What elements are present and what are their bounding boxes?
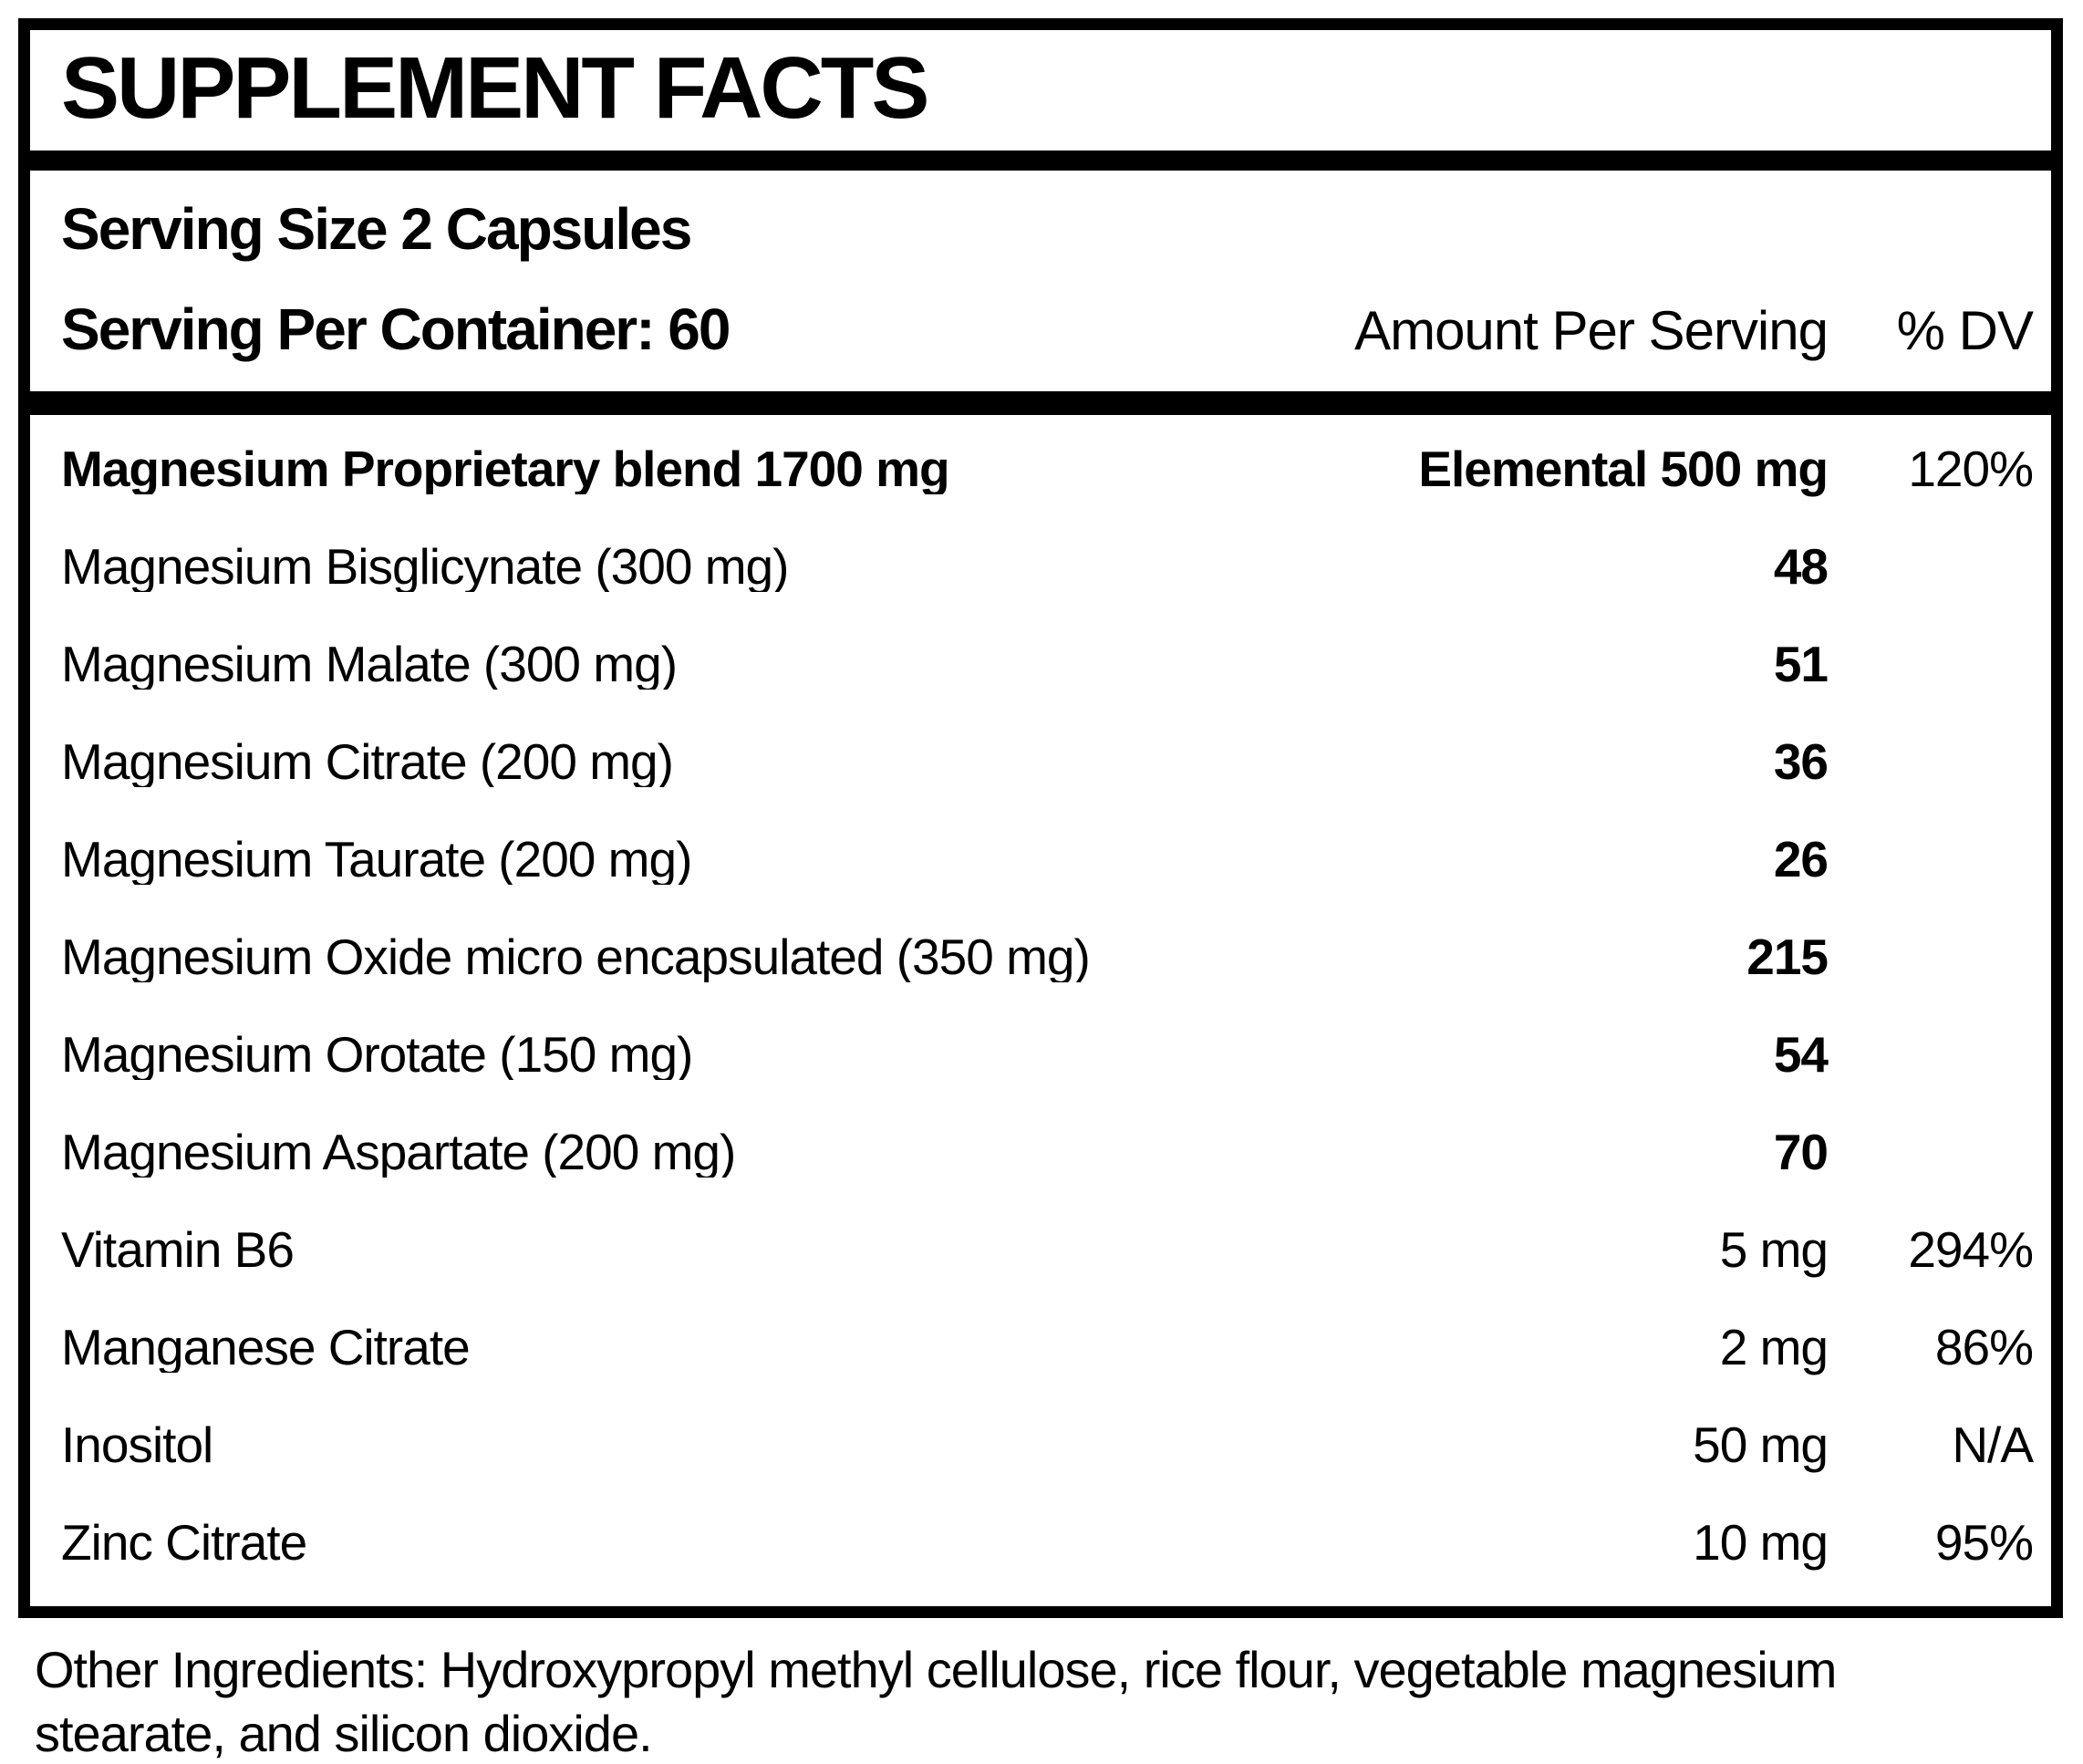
ingredients-table: Magnesium Proprietary blend 1700 mg Elem… [30,415,2051,1606]
table-row: Magnesium Orotate (150 mg) 54 [30,1006,2051,1104]
ingredient-name: Magnesium Malate (300 mg) [61,639,678,690]
table-row: Manganese Citrate 2 mg 86% [30,1299,2051,1396]
table-row: Magnesium Citrate (200 mg) 36 [30,713,2051,811]
ingredient-name: Manganese Citrate [61,1323,471,1373]
ingredient-amount: 215 [1746,929,1829,985]
ingredient-name: Magnesium Bisglicynate (300 mg) [61,542,789,592]
supplement-facts-panel: SUPPLEMENT FACTS Serving Size 2 Capsules… [18,18,2063,1618]
table-row: Magnesium Proprietary blend 1700 mg Elem… [30,420,2051,518]
ingredient-name: Inositol [61,1420,213,1470]
table-row: Magnesium Oxide micro encapsulated (350 … [30,908,2051,1006]
other-ingredients-text: Other Ingredients: Hydroxypropyl methyl … [35,1641,1837,1762]
ingredient-amount: 54 [1773,1026,1829,1083]
ingredient-amount: 26 [1773,831,1829,887]
table-row: Inositol 50 mg N/A [30,1396,2051,1494]
ingredient-amount: 36 [1773,733,1829,790]
ingredient-dv: N/A [1952,1416,2034,1473]
panel-title: SUPPLEMENT FACTS [61,39,929,137]
ingredient-dv: 120% [1908,441,2034,497]
serving-per-container: Serving Per Container: 60 [61,296,731,362]
ingredient-name: Magnesium Aspartate (200 mg) [61,1127,736,1178]
ingredient-amount: Elemental 500 mg [1418,441,1829,497]
column-header-dv: % DV [1896,300,2034,361]
ingredient-dv: 86% [1934,1319,2034,1375]
ingredient-name: Magnesium Oxide micro encapsulated (350 … [61,932,1091,982]
table-row: Magnesium Bisglicynate (300 mg) 48 [30,518,2051,616]
ingredient-amount: 70 [1773,1124,1829,1180]
ingredient-dv: 294% [1908,1221,2034,1278]
serving-section: Serving Size 2 Capsules Serving Per Cont… [30,171,2051,415]
ingredient-name: Magnesium Citrate (200 mg) [61,737,674,787]
table-row: Magnesium Malate (300 mg) 51 [30,616,2051,713]
ingredient-amount: 5 mg [1719,1221,1829,1278]
ingredient-amount: 2 mg [1719,1319,1829,1375]
serving-bottom-row: Serving Per Container: 60 Amount Per Ser… [30,300,2051,358]
table-row: Magnesium Aspartate (200 mg) 70 [30,1104,2051,1201]
ingredient-amount: 51 [1773,636,1829,692]
ingredient-amount: 48 [1773,538,1829,595]
title-section: SUPPLEMENT FACTS [30,30,2051,171]
ingredient-amount: 10 mg [1693,1514,1829,1571]
ingredient-name: Magnesium Taurate (200 mg) [61,835,692,885]
ingredient-name: Magnesium Proprietary blend 1700 mg [61,444,950,494]
table-row: Zinc Citrate 10 mg 95% [30,1494,2051,1592]
column-header-amount: Amount Per Serving [1354,300,1829,361]
ingredient-amount: 50 mg [1693,1416,1829,1473]
table-row: Magnesium Taurate (200 mg) 26 [30,811,2051,908]
ingredient-name: Zinc Citrate [61,1518,307,1568]
table-row: Vitamin B6 5 mg 294% [30,1201,2051,1299]
serving-size: Serving Size 2 Capsules [61,196,692,262]
ingredient-name: Magnesium Orotate (150 mg) [61,1030,693,1080]
ingredient-dv: 95% [1934,1514,2034,1571]
ingredient-name: Vitamin B6 [61,1225,295,1275]
